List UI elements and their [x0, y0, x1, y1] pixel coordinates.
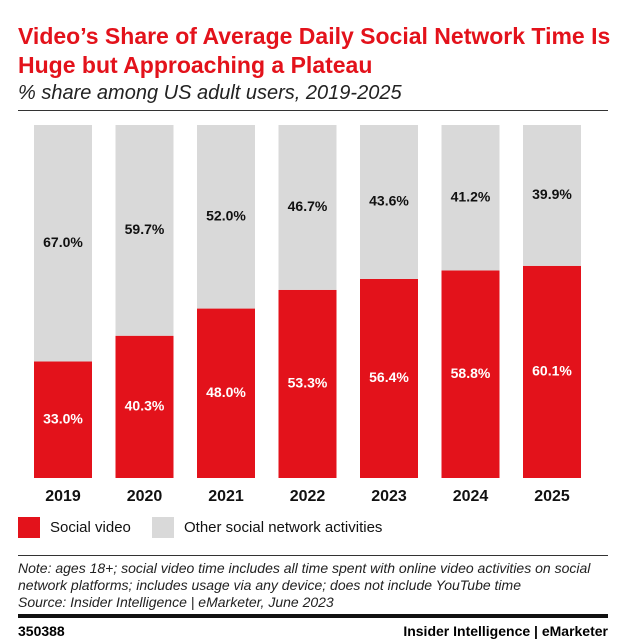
- bar-segment: [197, 125, 255, 309]
- value-label: 67.0%: [43, 234, 83, 250]
- value-label: 39.9%: [532, 186, 572, 202]
- chart-title: Video’s Share of Average Daily Social Ne…: [18, 23, 611, 78]
- x-tick-label: 2023: [371, 488, 407, 505]
- note: Note: ages 18+; social video time includ…: [18, 560, 591, 593]
- value-label: 33.0%: [43, 410, 83, 426]
- bar-segment: [523, 265, 581, 478]
- note-block: Note: ages 18+; social video time includ…: [18, 560, 610, 611]
- brand: Insider Intelligence | eMarketer: [403, 623, 608, 639]
- chart-subtitle: % share among US adult users, 2019-2025: [18, 82, 402, 104]
- bar-segment: [34, 361, 92, 478]
- x-tick-label: 2022: [290, 488, 326, 505]
- chart: 33.0% 67.0% 2019 40.3% 59.7% 2020 48.0% 52.0% 20…: [18, 125, 581, 538]
- x-tick-label: 2019: [45, 488, 81, 505]
- divider: [18, 555, 608, 556]
- legend-swatch: [18, 517, 40, 538]
- source: Source: Insider Intelligence | eMarketer…: [18, 594, 334, 610]
- bar-segment: [278, 289, 337, 478]
- value-label: 53.3%: [288, 375, 328, 391]
- divider: [18, 614, 608, 618]
- value-label: 52.0%: [206, 207, 246, 223]
- value-label: 59.7%: [125, 221, 165, 237]
- value-label: 40.3%: [125, 398, 165, 414]
- bar-segment: [441, 125, 500, 271]
- x-tick-label: 2024: [453, 488, 489, 505]
- bar-segment: [360, 125, 418, 279]
- legend-label: Other social network activities: [184, 519, 382, 536]
- bar-segment: [441, 270, 500, 478]
- divider: [18, 110, 608, 111]
- value-label: 46.7%: [288, 198, 328, 214]
- value-label: 48.0%: [206, 384, 246, 400]
- x-tick-label: 2025: [534, 488, 570, 505]
- bar-segment: [197, 308, 255, 478]
- bar-segment: [360, 278, 418, 478]
- bar-segment: [115, 125, 174, 336]
- legend-swatch: [152, 517, 174, 538]
- legend-label: Social video: [50, 519, 131, 536]
- value-label: 58.8%: [451, 365, 491, 381]
- bar-segment: [34, 125, 92, 362]
- value-label: 56.4%: [369, 369, 409, 385]
- chart-id: 350388: [18, 623, 65, 639]
- bar-segment: [523, 125, 581, 266]
- value-label: 60.1%: [532, 363, 572, 379]
- x-tick-label: 2020: [127, 488, 163, 505]
- x-tick-label: 2021: [208, 488, 244, 505]
- value-label: 43.6%: [369, 193, 409, 209]
- bar-segment: [115, 335, 174, 478]
- bar-segment: [278, 125, 337, 290]
- value-label: 41.2%: [451, 188, 491, 204]
